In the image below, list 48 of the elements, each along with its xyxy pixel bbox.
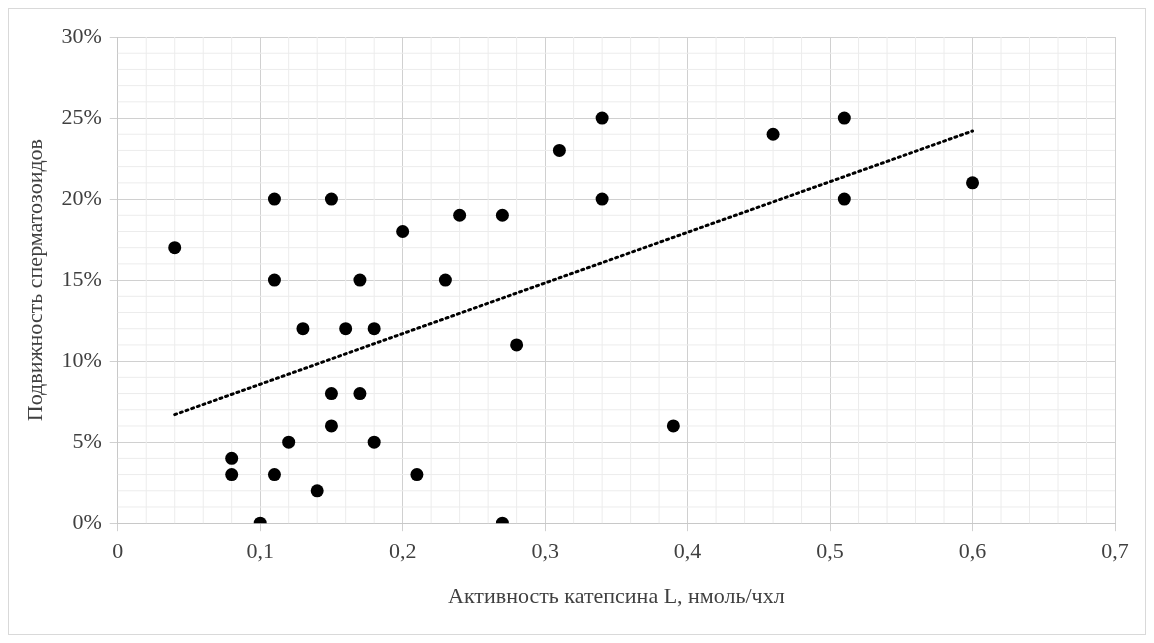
point — [666, 419, 680, 433]
point — [339, 322, 353, 336]
point — [353, 387, 367, 401]
point — [296, 322, 310, 336]
point — [310, 484, 324, 498]
y-tick-label: 30% — [61, 22, 102, 48]
point — [396, 224, 410, 238]
x-tick-label: 0 — [112, 538, 124, 564]
point — [510, 338, 524, 352]
point — [267, 273, 281, 287]
point — [324, 387, 338, 401]
point — [966, 176, 980, 190]
point — [267, 192, 281, 206]
point — [282, 435, 296, 449]
point — [324, 192, 338, 206]
point — [595, 192, 609, 206]
y-tick-label: 10% — [61, 346, 102, 372]
y-tick-label: 15% — [61, 265, 102, 291]
x-tick-label: 0,4 — [673, 538, 702, 564]
y-tick-label: 0% — [72, 508, 102, 534]
point — [552, 143, 566, 157]
point — [837, 192, 851, 206]
x-tick-label: 0,3 — [531, 538, 559, 564]
point — [267, 468, 281, 482]
x-tick-label: 0,2 — [388, 538, 417, 564]
point — [453, 208, 467, 222]
point — [837, 111, 851, 125]
point — [168, 241, 182, 255]
point — [353, 273, 367, 287]
x-axis-title: Активность катепсина L, нмоль/чхл — [448, 582, 785, 608]
point — [225, 451, 239, 465]
y-tick-label: 25% — [61, 103, 102, 129]
point — [595, 111, 609, 125]
point — [367, 435, 381, 449]
x-tick-label: 0,1 — [246, 538, 274, 564]
point — [495, 208, 509, 222]
point — [225, 468, 239, 482]
x-tick-label: 0,6 — [958, 538, 987, 564]
x-tick-label: 0,7 — [1101, 538, 1129, 564]
x-tick-label: 0,5 — [816, 538, 844, 564]
y-axis-title: Подвижность сперматозоидов — [21, 138, 47, 422]
point — [438, 273, 452, 287]
y-tick-label: 20% — [61, 184, 102, 210]
point — [367, 322, 381, 336]
y-tick-label: 5% — [72, 427, 102, 453]
point — [410, 468, 424, 482]
point — [766, 127, 780, 141]
point — [324, 419, 338, 433]
